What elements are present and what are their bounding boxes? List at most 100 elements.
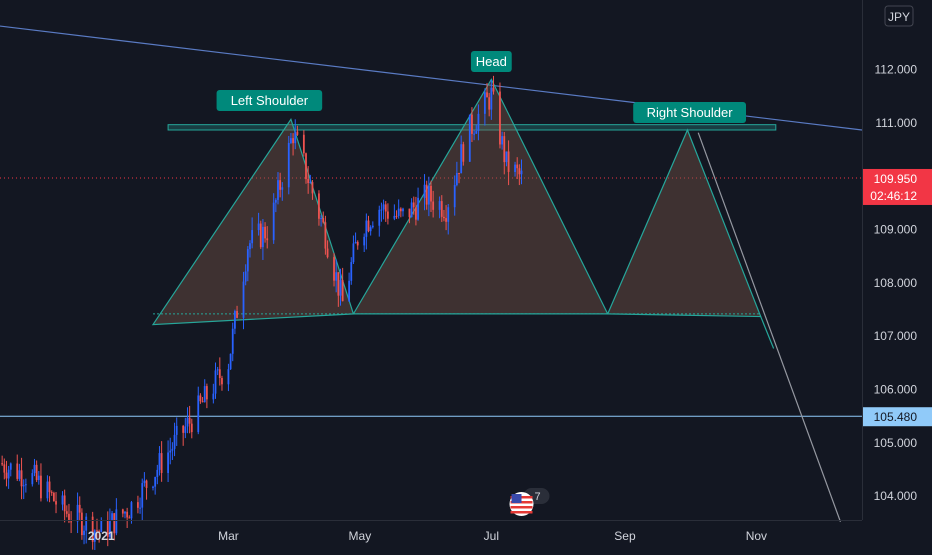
candle — [458, 173, 460, 175]
candle — [393, 215, 396, 219]
candle — [20, 470, 23, 487]
candle — [443, 216, 445, 219]
left-shoulder-triangle[interactable] — [151, 117, 355, 326]
candle — [121, 509, 124, 514]
current-price-badge — [863, 168, 932, 205]
candle — [145, 480, 148, 488]
candle — [399, 208, 402, 212]
candle — [311, 182, 314, 194]
flag-canton — [511, 494, 522, 503]
candle — [397, 208, 400, 216]
candle — [415, 207, 417, 220]
candle — [40, 475, 42, 499]
price-axis[interactable]: 104.000 105.000 106.000 107.000 108.000 109.0… — [862, 0, 932, 550]
candle — [175, 425, 178, 435]
candle — [52, 492, 55, 502]
candle — [279, 180, 282, 190]
candle — [440, 201, 443, 217]
candle — [31, 473, 34, 485]
candle — [488, 97, 491, 110]
candle — [473, 133, 475, 135]
candle — [212, 393, 215, 400]
time-tick-label: Mar — [218, 529, 239, 543]
candle — [455, 173, 458, 186]
candle — [50, 492, 53, 494]
price-tick-label: 107.000 — [874, 329, 918, 343]
candle — [80, 512, 83, 536]
price-axis-panel — [862, 0, 932, 550]
candle — [438, 201, 441, 210]
pattern-labels[interactable]: Left Shoulder Head Right Shoulder — [216, 51, 746, 123]
candle — [408, 208, 411, 218]
support-line[interactable] — [0, 177, 862, 417]
candle — [78, 504, 81, 513]
candle — [1, 463, 4, 465]
projection-line[interactable] — [697, 132, 842, 522]
time-tick-label: Jul — [484, 529, 499, 543]
time-tick-label: Sep — [614, 529, 636, 543]
event-count-text: 7 — [534, 491, 540, 503]
candle — [341, 280, 344, 302]
candle — [91, 516, 94, 542]
candle — [292, 138, 294, 144]
candle — [111, 513, 113, 521]
right-shoulder-label-bg — [633, 102, 746, 123]
candle — [447, 207, 450, 222]
candle — [68, 513, 70, 522]
candle — [369, 227, 372, 232]
candle — [371, 225, 374, 228]
candle — [199, 395, 202, 402]
left-shoulder-label[interactable]: Left Shoulder — [216, 90, 323, 111]
candle — [378, 209, 381, 226]
price-tick-label: 106.000 — [874, 383, 918, 397]
candle — [483, 92, 486, 114]
candle — [9, 463, 12, 470]
candle — [363, 236, 366, 246]
candle — [453, 185, 456, 208]
right-shoulder-label[interactable]: Right Shoulder — [633, 102, 746, 123]
head-triangle[interactable] — [352, 78, 609, 315]
head-label[interactable]: Head — [470, 51, 512, 72]
candle — [290, 138, 292, 143]
left-shoulder-label-bg — [216, 90, 323, 111]
candle — [518, 168, 521, 175]
currency-chip[interactable] — [884, 5, 914, 27]
candle — [514, 164, 516, 172]
candle — [387, 211, 389, 219]
event-badge[interactable]: 7 — [509, 488, 550, 516]
right-shoulder-triangle[interactable] — [606, 128, 762, 318]
current-price-text: 109.950 — [874, 172, 918, 186]
candle — [305, 153, 307, 180]
time-tick-label: May — [349, 529, 372, 543]
head-label-text: Head — [476, 54, 507, 69]
candle — [307, 179, 310, 183]
candle — [154, 477, 157, 487]
candle — [350, 262, 353, 281]
support-text: 105.480 — [874, 410, 918, 424]
candle — [367, 220, 370, 232]
time-axis[interactable]: 2021 Mar May Jul Sep Nov — [0, 520, 862, 544]
us-flag-icon[interactable] — [509, 492, 534, 516]
candle — [352, 243, 355, 263]
candle — [233, 311, 236, 329]
right-shoulder-label-text: Right Shoulder — [647, 105, 734, 120]
pattern-projection[interactable] — [760, 316, 775, 349]
candle — [259, 223, 262, 248]
candle — [124, 511, 126, 514]
candle — [309, 182, 312, 184]
candle — [287, 142, 290, 188]
time-tick-label: Nov — [746, 529, 767, 543]
candle — [460, 144, 463, 174]
candle — [417, 197, 419, 220]
candle — [201, 401, 204, 403]
candle — [462, 144, 465, 162]
candle — [412, 202, 415, 208]
candle — [85, 516, 88, 531]
candle — [337, 272, 340, 296]
candle — [264, 226, 266, 239]
candle — [402, 208, 404, 212]
candle — [83, 530, 85, 536]
candle — [128, 517, 131, 519]
